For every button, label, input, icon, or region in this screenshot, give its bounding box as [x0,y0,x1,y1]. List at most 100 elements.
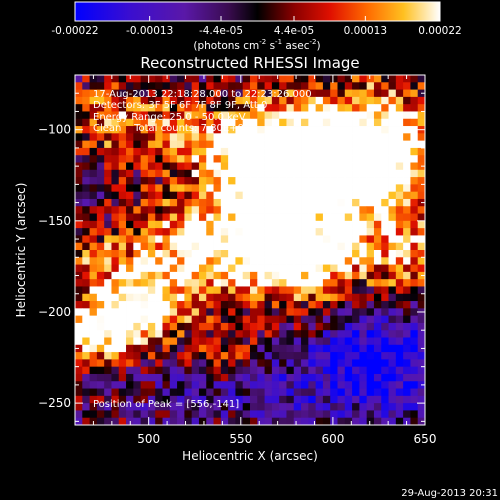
heatmap-cell [169,213,178,222]
heatmap-cell [344,82,353,90]
heatmap-cell [82,322,90,331]
heatmap-cell [242,315,251,324]
heatmap-cell [191,242,200,251]
heatmap-cell [198,293,207,302]
heatmap-cell [286,264,295,273]
heatmap-cell [301,75,309,83]
heatmap-cell [344,104,353,112]
heatmap-cell [286,184,295,193]
heatmap-cell [104,133,112,142]
heatmap-cell [213,322,222,331]
heatmap-cell [322,191,331,200]
heatmap-cell [133,198,142,207]
heatmap-cell [162,366,171,375]
heatmap-cell [126,279,134,287]
heatmap-cell [213,147,222,156]
heatmap-cell [250,82,258,90]
heatmap-cell [388,235,397,244]
heatmap-cell [177,133,185,142]
y-tick-label: −200 [38,305,71,319]
heatmap-cell [271,381,280,389]
heatmap-cell [155,344,163,353]
heatmap-cell [315,82,324,90]
heatmap-cell [191,155,200,163]
heatmap-cell [403,250,411,258]
heatmap-cell [337,140,346,149]
heatmap-cell [220,169,229,178]
heatmap-cell [104,140,112,149]
heatmap-cell [228,206,236,214]
heatmap-cell [403,111,411,120]
heatmap-cell [89,271,98,280]
heatmap-cell [191,169,200,178]
heatmap-cell [315,206,324,214]
heatmap-cell [75,111,83,120]
heatmap-cell [366,198,375,207]
heatmap-cell [96,118,105,127]
heatmap-cell [140,242,149,251]
heatmap-cell [213,264,222,273]
heatmap-cell [104,373,112,382]
heatmap-cell [126,147,134,156]
heatmap-cell [220,104,229,112]
heatmap-cell [162,228,171,236]
heatmap-cell [140,388,149,397]
heatmap-cell [359,271,368,280]
heatmap-cell [308,213,317,222]
heatmap-cell [301,330,309,338]
heatmap-cell [126,133,134,142]
heatmap-cell [126,220,134,229]
heatmap-cell [133,75,142,83]
heatmap-cell [264,352,273,360]
heatmap-cell [235,271,244,280]
heatmap-cell [373,155,382,163]
heatmap-cell [301,184,309,193]
heatmap-cell [257,308,265,317]
heatmap-cell [373,184,382,193]
heatmap-cell [162,264,171,273]
heatmap-cell [104,366,112,375]
heatmap-cell [169,250,178,258]
heatmap-cell [169,228,178,236]
heatmap-cell [250,147,258,156]
heatmap-cell [410,388,419,397]
heatmap-cell [417,301,426,309]
heatmap-cell [410,133,419,142]
heatmap-cell [403,388,411,397]
heatmap-cell [257,257,265,265]
heatmap-cell [140,89,149,98]
heatmap-cell [271,242,280,251]
heatmap-cell [308,155,317,163]
annotation-energy-range: Energy Range: 25.0 - 50.0 keV [93,112,246,123]
heatmap-cell [198,264,207,273]
heatmap-cell [184,315,193,324]
heatmap-cell [89,118,98,127]
heatmap-cell [301,111,309,120]
heatmap-cell [242,366,251,375]
heatmap-cell [235,286,244,295]
heatmap-cell [395,220,404,229]
heatmap-cell [198,96,207,105]
heatmap-cell [286,220,295,229]
heatmap-cell [82,352,90,360]
heatmap-cell [147,366,156,375]
heatmap-cell [381,330,389,338]
heatmap-cell [140,279,149,287]
heatmap-cell [257,352,265,360]
heatmap-cell [271,133,280,142]
heatmap-cell [206,213,214,222]
heatmap-cell [169,111,178,120]
heatmap-cell [381,395,389,404]
heatmap-cell [82,118,90,127]
heatmap-cell [330,352,338,360]
heatmap-cell [242,206,251,214]
heatmap-cell [140,308,149,317]
heatmap-cell [169,162,178,171]
heatmap-cell [315,220,324,229]
heatmap-cell [264,250,273,258]
heatmap-cell [352,308,360,317]
heatmap-cell [366,242,375,251]
heatmap-cell [198,315,207,324]
heatmap-cell [381,169,389,178]
heatmap-cell [373,191,382,200]
